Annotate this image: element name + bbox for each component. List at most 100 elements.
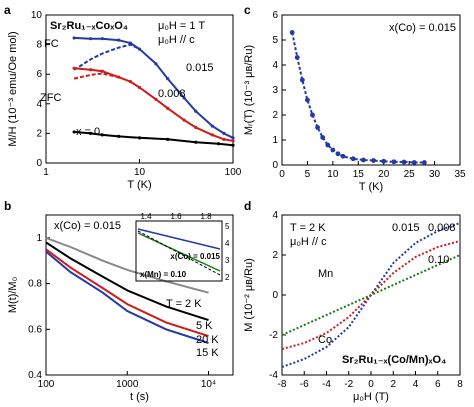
y-tick-label-c: 3 xyxy=(272,85,278,96)
series-fc-point-0 xyxy=(117,38,121,42)
x-tick-label-c: 0 xyxy=(279,169,285,180)
y-tick-label-a: 2 xyxy=(36,128,42,139)
series-fc-point-0 xyxy=(210,124,214,128)
plot-frame-c xyxy=(281,14,461,166)
series-point-c xyxy=(401,159,407,165)
series-fc-point-2 xyxy=(231,143,235,147)
y-tick-label-d: 4 xyxy=(272,210,278,221)
series-fc-point-2 xyxy=(194,140,198,144)
series-line-b-0 xyxy=(45,236,209,294)
y-tick-label-c: 0 xyxy=(272,160,278,171)
panel-d-series-label-0: 0.015 xyxy=(392,222,420,234)
y-tick-label-a: 0 xyxy=(36,158,42,169)
x-tick-label-d: -6 xyxy=(300,379,309,390)
series-line-d-1 xyxy=(281,240,461,350)
inset-label-co: x(Co) = 0.015 xyxy=(170,252,220,261)
series-point-c xyxy=(289,30,295,35)
series-fc-point-0 xyxy=(222,131,226,135)
series-fc-point-0 xyxy=(137,47,142,51)
x-tick-label-d: -8 xyxy=(278,379,287,390)
series-point-c xyxy=(411,160,417,165)
series-point-c xyxy=(335,151,341,157)
x-axis-label-d: μ₀H (T) xyxy=(353,391,389,403)
series-line-b-1 xyxy=(45,241,209,322)
series-fc-point-2 xyxy=(117,134,121,138)
y-axis-label-c: Mᵣ(T) (10⁻³ μʙ/Ru) xyxy=(243,45,255,135)
panel-d-series-label-2: 0.10 xyxy=(428,254,449,266)
panel-label-b: b xyxy=(4,199,11,213)
panel-b-series-label-2: 20 K xyxy=(196,334,219,346)
y-tick-label-a: 8 xyxy=(36,40,42,51)
y-tick-label-b: 1 xyxy=(36,233,42,244)
inset-y-tick-label: 2 xyxy=(225,273,230,282)
series-fc-point-0 xyxy=(194,109,198,113)
series-fc-point-2 xyxy=(89,131,93,135)
x-tick-label-d: 0 xyxy=(368,379,374,390)
inset-fit-line xyxy=(137,230,221,276)
panel-d-title: Sr₂Ru₁₋ₓ(Co/Mn)ₓO₄ xyxy=(342,354,446,366)
series-point-c xyxy=(422,160,427,165)
x-tick-label-a: 1 xyxy=(43,167,49,178)
x-tick-label-b: 10⁴ xyxy=(201,379,216,390)
series-fc-point-1 xyxy=(166,106,170,110)
panel-a-zfc-label: ZFC xyxy=(40,92,61,104)
x-tick-label-d: -2 xyxy=(344,379,353,390)
series-fc-point-0 xyxy=(182,96,186,100)
panel-a-series-label-2: x = 0 xyxy=(76,126,100,138)
series-fc-point-1 xyxy=(137,85,142,90)
y-tick-label-c: 5 xyxy=(272,35,278,46)
series-fc-point-1 xyxy=(231,139,235,143)
panel-d-temp: T = 2 K xyxy=(290,222,326,234)
panel-b-title: x(Co) = 0.015 xyxy=(54,220,121,232)
series-point-c xyxy=(360,157,366,163)
series-point-c xyxy=(381,158,387,164)
x-tick-label-c: 5 xyxy=(305,169,311,180)
panel-b-series-label-1: 5 K xyxy=(196,320,213,332)
series-line-d-2 xyxy=(281,254,461,336)
x-tick-label-d: 6 xyxy=(435,379,441,390)
x-tick-label-c: 35 xyxy=(454,169,466,180)
series-fc-line-0 xyxy=(74,36,234,139)
panel-d-mn-label: Mn xyxy=(318,268,333,280)
series-point-c xyxy=(330,147,336,153)
inset-frame xyxy=(135,220,223,282)
panel-label-a: a xyxy=(4,3,11,17)
x-tick-label-a: 10 xyxy=(134,167,146,178)
series-fc-point-1 xyxy=(100,69,104,73)
series-point-c xyxy=(299,77,305,83)
x-tick-label-c: 30 xyxy=(429,169,441,180)
panel-b-series-label-3: 15 K xyxy=(196,347,219,359)
x-tick-label-d: -4 xyxy=(322,379,331,390)
series-fc-point-0 xyxy=(166,77,170,81)
series-fc-point-0 xyxy=(72,36,76,40)
series-fc-point-2 xyxy=(216,142,221,146)
panel-c-title: x(Co) = 0.015 xyxy=(389,22,456,34)
x-axis-label-c: T (K) xyxy=(359,181,383,193)
x-tick-label-c: 10 xyxy=(327,169,339,180)
series-point-c xyxy=(310,112,315,118)
x-axis-label-a: T (K) xyxy=(127,179,151,191)
inset-y-tick-label: 5 xyxy=(225,222,230,231)
series-fc-point-1 xyxy=(72,66,76,70)
x-tick-label-d: 2 xyxy=(390,379,396,390)
plot-frame-b xyxy=(45,214,234,376)
series-fc-point-0 xyxy=(100,37,104,41)
series-line-b-2 xyxy=(45,248,209,338)
x-tick-label-d: 8 xyxy=(457,379,463,390)
inset-y-tick-label: 3 xyxy=(225,256,230,265)
x-tick-label-d: 4 xyxy=(413,379,419,390)
series-line-c xyxy=(291,32,425,164)
series-line-b-3 xyxy=(45,250,209,344)
panel-d-co-label: Co xyxy=(318,334,332,346)
series-zfc-line-1 xyxy=(73,72,120,80)
series-fc-point-1 xyxy=(128,80,133,84)
series-fc-point-1 xyxy=(210,133,214,137)
y-tick-label-c: 4 xyxy=(272,60,278,71)
x-tick-label-b: 100 xyxy=(38,379,55,390)
series-fc-point-0 xyxy=(231,136,235,140)
panel-label-d: d xyxy=(244,199,251,213)
panel-d-series-label-1: 0.008 xyxy=(428,222,456,234)
x-tick-label-a: 100 xyxy=(225,167,242,178)
panel-a-series-label-1: 0.008 xyxy=(158,88,186,100)
